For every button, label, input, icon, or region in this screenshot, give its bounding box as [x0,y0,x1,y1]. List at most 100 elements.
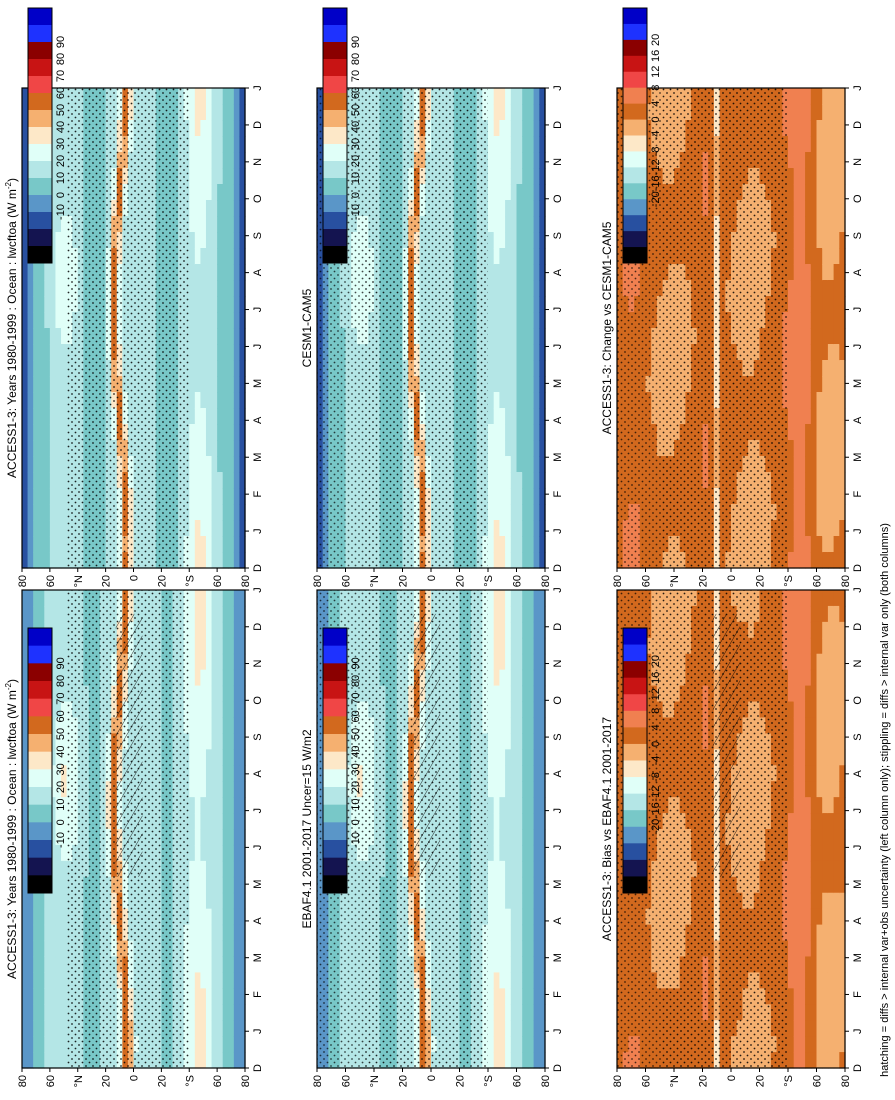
heatmap-cell [49,264,57,281]
heatmap-cell [488,248,495,265]
heatmap-cell [211,860,218,878]
heatmap-cell [27,1020,34,1037]
heatmap-cell [505,104,512,121]
heatmap-cell [228,504,235,521]
heatmap-cell [189,781,196,798]
heatmap-cell [516,797,523,814]
heatmap-cell [49,440,57,457]
heatmap-cell [22,1004,29,1021]
heatmap-cell [38,424,45,441]
heatmap-cell [194,733,201,750]
heatmap-cell [33,296,40,313]
heatmap-cell [239,940,246,958]
heatmap-cell [33,264,40,281]
heatmap-cell [233,408,241,425]
heatmap-cell [222,232,229,249]
heatmap-cell [61,296,68,313]
heatmap-cell [539,701,546,719]
heatmap-cell [189,152,196,169]
heatmap-cell [194,120,201,137]
heatmap-cell [38,940,45,958]
heatmap-cell [38,1020,45,1037]
heatmap-cell [189,248,196,265]
heatmap-cell [22,829,29,846]
month-tick-label: D [252,623,264,631]
heatmap-cell [211,440,218,457]
month-tick-label: M [252,379,264,388]
lat-tick-label: 60 [45,575,57,587]
heatmap-cell [22,765,29,782]
heatmap-cell [488,168,495,185]
heatmap-cell [522,552,529,569]
heatmap-cell [200,152,207,169]
heatmap-cell [499,360,506,377]
heatmap-cell [61,781,68,798]
heatmap-cell [49,892,57,910]
heatmap-cell [205,924,213,942]
heatmap-cell [27,924,34,942]
heatmap-cell [27,408,34,425]
heatmap-cell [510,940,518,958]
heatmap-cell [211,637,218,655]
heatmap-cell [61,328,68,345]
heatmap-cell [488,152,495,169]
heatmap-cell [205,248,213,265]
heatmap-cell [33,892,40,910]
heatmap-cell [217,956,224,973]
heatmap-cell [22,328,29,345]
heatmap-cell [522,844,529,862]
heatmap-cell [222,408,229,425]
month-tick-label: J [552,528,564,534]
heatmap-cell [488,653,495,671]
heatmap-cell [44,392,51,409]
heatmap-cell [44,520,51,537]
heatmap-cell [510,120,518,137]
heatmap-cell [499,988,506,1005]
heatmap-cell [233,248,241,265]
heatmap-cell [189,456,196,473]
heatmap-cell [510,440,518,457]
month-tick-label: J [252,344,264,350]
lat-tick-label: 0 [426,1075,438,1081]
heatmap-cell [539,248,546,265]
heatmap-cell [533,328,540,345]
month-tick-label: M [552,953,564,962]
heatmap-cell [44,1052,51,1069]
heatmap-cell [522,669,529,687]
heatmap-cell [239,988,246,1005]
heatmap-cell [205,669,213,687]
heatmap-cell [505,956,512,973]
heatmap-cell [217,1036,224,1053]
heatmap-cell [222,940,229,958]
heatmap-cell [233,621,241,639]
heatmap-cell [217,536,224,553]
heatmap-cell [233,344,241,361]
heatmap-cell [522,1036,529,1053]
heatmap-cell [222,440,229,457]
month-tick-label: J [252,85,264,91]
heatmap-cell [233,264,241,281]
heatmap-cell [55,749,62,766]
heatmap-cell [55,520,62,537]
heatmap-cell [189,1020,196,1037]
heatmap-cell [49,988,57,1005]
heatmap-cell [189,749,196,766]
heatmap-cell [233,168,241,185]
heatmap-cell [211,520,218,537]
heatmap-cell [200,860,207,878]
heatmap-cell [205,488,213,505]
heatmap-cell [522,924,529,942]
heatmap-cell [194,216,201,233]
heatmap-cell [505,120,512,137]
heatmap-cell [228,392,235,409]
heatmap-cell [222,200,229,217]
heatmap-cell [233,685,241,703]
heatmap-cell [233,876,241,894]
heatmap-cell [194,296,201,313]
heatmap-cell [38,520,45,537]
heatmap-cell [527,717,535,734]
heatmap-cell [200,552,207,569]
heatmap-cell [488,440,495,457]
heatmap-cell [200,392,207,409]
